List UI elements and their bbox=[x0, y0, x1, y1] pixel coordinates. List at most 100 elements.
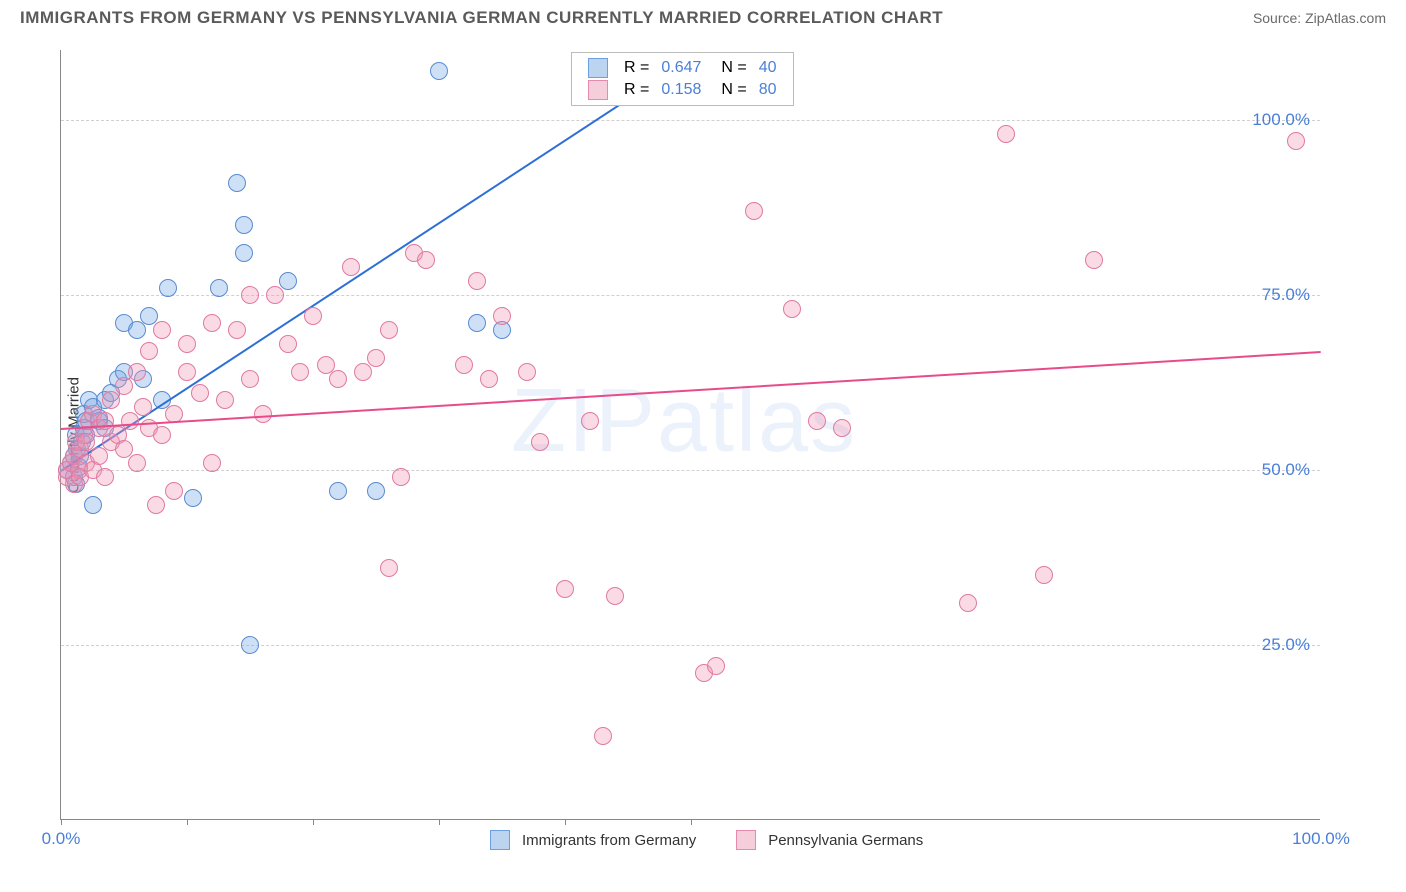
legend-label-pa_german: Pennsylvania Germans bbox=[768, 832, 923, 849]
y-tick-label: 25.0% bbox=[1262, 635, 1310, 655]
data-point-pa_german bbox=[241, 286, 259, 304]
data-point-pa_german bbox=[128, 363, 146, 381]
x-tick bbox=[61, 819, 62, 825]
grid-line bbox=[61, 120, 1320, 121]
data-point-pa_german bbox=[556, 580, 574, 598]
x-tick bbox=[565, 819, 566, 825]
data-point-germany bbox=[468, 314, 486, 332]
data-point-pa_german bbox=[115, 377, 133, 395]
data-point-pa_german bbox=[354, 363, 372, 381]
data-point-germany bbox=[84, 496, 102, 514]
legend-r-value-pa_german: 0.158 bbox=[655, 79, 707, 101]
y-tick-label: 50.0% bbox=[1262, 460, 1310, 480]
data-point-pa_german bbox=[153, 426, 171, 444]
x-tick bbox=[313, 819, 314, 825]
legend-item-germany: Immigrants from Germany bbox=[490, 830, 696, 850]
data-point-pa_german bbox=[594, 727, 612, 745]
data-point-pa_german bbox=[468, 272, 486, 290]
data-point-pa_german bbox=[203, 454, 221, 472]
data-point-germany bbox=[279, 272, 297, 290]
y-tick-label: 100.0% bbox=[1252, 110, 1310, 130]
data-point-pa_german bbox=[134, 398, 152, 416]
legend-n-value-pa_german: 80 bbox=[753, 79, 783, 101]
series-legend: Immigrants from Germany Pennsylvania Germ… bbox=[490, 830, 923, 850]
data-point-pa_german bbox=[291, 363, 309, 381]
x-tick-label-left: 0.0% bbox=[42, 829, 81, 849]
chart-plot-area: Currently Married ZIPatlas 25.0%50.0%75.… bbox=[60, 50, 1320, 820]
data-point-pa_german bbox=[342, 258, 360, 276]
data-point-pa_german bbox=[997, 125, 1015, 143]
data-point-germany bbox=[184, 489, 202, 507]
data-point-pa_german bbox=[279, 335, 297, 353]
data-point-pa_german bbox=[783, 300, 801, 318]
data-point-pa_german bbox=[90, 447, 108, 465]
data-point-pa_german bbox=[329, 370, 347, 388]
data-point-pa_german bbox=[304, 307, 322, 325]
legend-item-pa_german: Pennsylvania Germans bbox=[736, 830, 923, 850]
data-point-pa_german bbox=[1035, 566, 1053, 584]
data-point-germany bbox=[235, 244, 253, 262]
data-point-pa_german bbox=[128, 454, 146, 472]
data-point-pa_german bbox=[480, 370, 498, 388]
data-point-pa_german bbox=[203, 314, 221, 332]
data-point-pa_german bbox=[808, 412, 826, 430]
x-tick bbox=[439, 819, 440, 825]
data-point-germany bbox=[241, 636, 259, 654]
data-point-pa_german bbox=[531, 433, 549, 451]
data-point-pa_german bbox=[392, 468, 410, 486]
data-point-pa_german bbox=[1085, 251, 1103, 269]
data-point-pa_german bbox=[140, 342, 158, 360]
data-point-pa_german bbox=[228, 321, 246, 339]
data-point-germany bbox=[235, 216, 253, 234]
data-point-pa_german bbox=[216, 391, 234, 409]
data-point-pa_german bbox=[1287, 132, 1305, 150]
y-tick-label: 75.0% bbox=[1262, 285, 1310, 305]
data-point-pa_german bbox=[254, 405, 272, 423]
data-point-pa_german bbox=[102, 391, 120, 409]
legend-r-value-germany: 0.647 bbox=[655, 57, 707, 79]
data-point-pa_german bbox=[241, 370, 259, 388]
data-point-pa_german bbox=[153, 321, 171, 339]
data-point-germany bbox=[228, 174, 246, 192]
data-point-pa_german bbox=[96, 468, 114, 486]
data-point-pa_german bbox=[606, 587, 624, 605]
data-point-pa_german bbox=[266, 286, 284, 304]
legend-label-germany: Immigrants from Germany bbox=[522, 832, 696, 849]
data-point-pa_german bbox=[165, 482, 183, 500]
trend-line-pa_german bbox=[61, 351, 1321, 430]
data-point-germany bbox=[210, 279, 228, 297]
legend-swatch-germany bbox=[490, 830, 510, 850]
data-point-pa_german bbox=[147, 496, 165, 514]
data-point-pa_german bbox=[745, 202, 763, 220]
data-point-pa_german bbox=[455, 356, 473, 374]
legend-swatch-pa_german bbox=[588, 80, 608, 100]
source-label: Source: ZipAtlas.com bbox=[1253, 10, 1386, 26]
data-point-pa_german bbox=[380, 559, 398, 577]
data-point-pa_german bbox=[417, 251, 435, 269]
data-point-pa_german bbox=[707, 657, 725, 675]
legend-swatch-pa_german bbox=[736, 830, 756, 850]
x-tick bbox=[187, 819, 188, 825]
correlation-legend: R =0.647N =40 R =0.158N =80 bbox=[571, 52, 794, 106]
data-point-pa_german bbox=[121, 412, 139, 430]
data-point-pa_german bbox=[191, 384, 209, 402]
data-point-pa_german bbox=[493, 307, 511, 325]
legend-r-label: R = bbox=[618, 57, 655, 79]
legend-n-value-germany: 40 bbox=[753, 57, 783, 79]
data-point-germany bbox=[430, 62, 448, 80]
data-point-germany bbox=[128, 321, 146, 339]
data-point-pa_german bbox=[367, 349, 385, 367]
x-tick bbox=[691, 819, 692, 825]
watermark: ZIPatlas bbox=[511, 370, 857, 473]
data-point-pa_german bbox=[380, 321, 398, 339]
data-point-pa_german bbox=[178, 363, 196, 381]
legend-n-label: N = bbox=[707, 57, 752, 79]
grid-line bbox=[61, 470, 1320, 471]
legend-n-label: N = bbox=[707, 79, 752, 101]
data-point-pa_german bbox=[178, 335, 196, 353]
legend-r-label: R = bbox=[618, 79, 655, 101]
data-point-germany bbox=[367, 482, 385, 500]
data-point-pa_german bbox=[959, 594, 977, 612]
data-point-germany bbox=[159, 279, 177, 297]
data-point-pa_german bbox=[581, 412, 599, 430]
